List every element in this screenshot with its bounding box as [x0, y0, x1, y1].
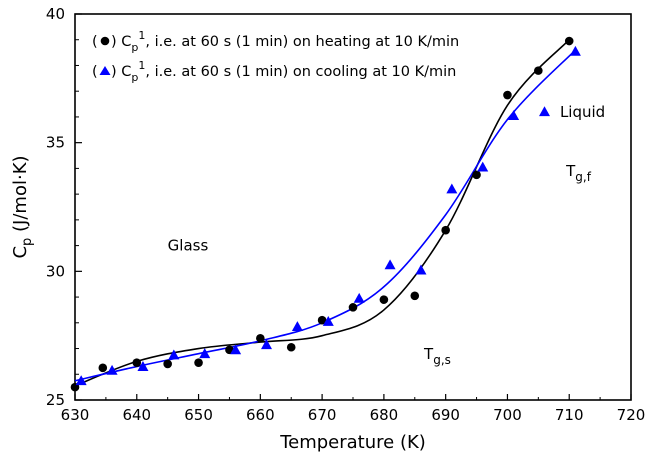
y-axis-title-sub: p [20, 238, 35, 246]
annotation-tgf: Tg,f [565, 162, 592, 184]
data-point-cooling [106, 364, 118, 375]
data-point-heating [194, 358, 203, 367]
data-point-heating [348, 303, 358, 312]
legend-heating-rest: , i.e. at 60 s (1 min) on heating at 10 … [145, 34, 459, 50]
y-axis-title-rest: (J/mol·K) [10, 155, 31, 237]
legend-triangle-marker [99, 66, 111, 75]
x-tick-label: 640 [122, 406, 151, 424]
data-point-cooling [384, 259, 396, 270]
data-point-cooling [137, 361, 149, 371]
y-tick-label: 25 [46, 391, 65, 409]
annotation-tgs: Tg,s [423, 345, 451, 367]
data-point-cooling [261, 339, 273, 350]
data-point-cooling [508, 110, 520, 121]
x-tick-label: 690 [431, 406, 460, 424]
y-axis-title: Cp (J/mol·K) [10, 155, 35, 258]
data-point-heating [286, 342, 296, 352]
data-point-cooling [353, 292, 365, 303]
fit-curve-heating [74, 39, 570, 387]
x-tick-label: 720 [617, 406, 646, 424]
data-markers [70, 36, 581, 392]
annotation-tgs-sub: g,s [433, 353, 451, 367]
legend-cooling-rest: , i.e. at 60 s (1 min) on cooling at 10 … [145, 64, 456, 80]
data-point-heating [441, 225, 450, 235]
data-point-heating [256, 333, 265, 343]
legend-open-paren-heating: ( [92, 34, 98, 50]
x-tick-label: 650 [184, 406, 213, 424]
data-point-heating [379, 295, 389, 304]
legend-heating-sup: 1 [138, 29, 145, 42]
data-point-cooling [199, 348, 211, 359]
x-tick-label: 660 [246, 406, 275, 424]
y-tick-label: 40 [46, 5, 65, 23]
legend-heating-base: C [121, 34, 131, 50]
x-tick-label: 670 [308, 406, 337, 424]
data-point-heating [534, 66, 543, 75]
data-point-heating [472, 170, 481, 180]
data-point-cooling [291, 321, 303, 332]
annotation-tgf-sub: g,f [575, 170, 591, 184]
x-tick-label: 700 [493, 406, 522, 424]
legend-cooling-sup: 1 [138, 59, 145, 72]
annotation-glass: Glass [168, 237, 209, 255]
data-point-cooling [168, 349, 180, 360]
data-point-heating [410, 291, 420, 301]
data-point-cooling [75, 375, 87, 386]
data-point-cooling [539, 106, 551, 117]
x-tick-label: 630 [61, 406, 90, 424]
data-point-cooling [477, 161, 489, 172]
y-tick-label: 35 [46, 134, 65, 152]
legend-entry-cooling: ( ) Cp1, i.e. at 60 s (1 min) on cooling… [92, 59, 456, 84]
legend: ( ) Cp1, i.e. at 60 s (1 min) on heating… [92, 29, 459, 84]
legend-cooling-close-paren: ) [111, 64, 117, 80]
data-point-heating [132, 358, 142, 367]
legend-heating-sub: p [131, 41, 138, 54]
data-point-cooling [230, 344, 242, 355]
data-point-heating [317, 315, 327, 325]
legend-cooling-sub: p [131, 71, 138, 84]
data-point-heating [564, 36, 574, 46]
y-axis-title-base: C [10, 246, 31, 259]
x-tick-label: 710 [555, 406, 584, 424]
y-tick-label: 30 [46, 262, 65, 280]
legend-entry-heating: ( ) Cp1, i.e. at 60 s (1 min) on heating… [92, 29, 459, 54]
y-axis-ticks: 25 30 35 40 [46, 5, 82, 409]
data-point-heating [98, 363, 108, 373]
data-point-heating [163, 359, 172, 369]
x-axis-ticks: 630 640 650 660 670 680 690 700 710 720 [61, 394, 646, 424]
data-point-heating [503, 90, 512, 100]
fit-curves [74, 39, 576, 387]
data-point-cooling [322, 316, 334, 326]
annotation-tgs-base: T [423, 345, 434, 363]
fit-curve-cooling [74, 49, 576, 382]
x-tick-label: 680 [370, 406, 399, 424]
legend-open-paren-cooling: ( [92, 64, 98, 80]
data-point-cooling [446, 183, 458, 194]
legend-label-cooling: ) Cp1, i.e. at 60 s (1 min) on cooling a… [111, 59, 456, 84]
x-axis-title: Temperature (K) [279, 432, 426, 453]
data-point-cooling [415, 264, 427, 275]
legend-circle-marker [100, 36, 110, 46]
legend-cooling-base: C [121, 64, 131, 80]
legend-label-heating: ) Cp1, i.e. at 60 s (1 min) on heating a… [111, 29, 459, 54]
legend-heating-close-paren: ) [111, 34, 117, 50]
annotation-liquid: Liquid [560, 103, 605, 121]
annotation-tgf-base: T [565, 162, 576, 180]
data-point-cooling [569, 45, 581, 56]
